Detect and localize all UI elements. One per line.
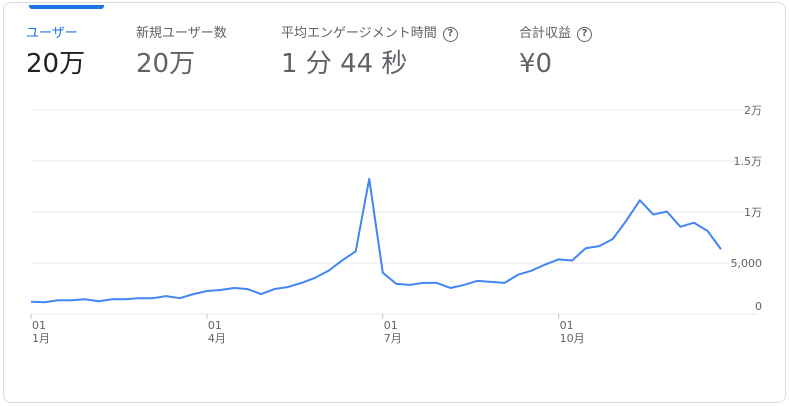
data-point[interactable]	[676, 223, 684, 231]
data-point[interactable]	[257, 290, 265, 298]
data-point[interactable]	[41, 298, 49, 306]
y-tick-label: 1万	[744, 206, 762, 219]
x-tick-day-label: 01	[560, 319, 574, 332]
data-point[interactable]	[54, 296, 62, 304]
data-point[interactable]	[609, 235, 617, 243]
data-point[interactable]	[622, 217, 630, 225]
metric-label: ユーザー	[26, 26, 78, 41]
data-point[interactable]	[514, 271, 522, 279]
data-point[interactable]	[649, 211, 657, 219]
data-point[interactable]	[406, 281, 414, 289]
data-point[interactable]	[27, 298, 35, 306]
data-point[interactable]	[703, 227, 711, 235]
data-point[interactable]	[446, 284, 454, 292]
active-tab-indicator	[29, 5, 104, 9]
data-point[interactable]	[352, 247, 360, 255]
data-point[interactable]	[176, 294, 184, 302]
data-point[interactable]	[298, 279, 306, 287]
data-point[interactable]	[568, 256, 576, 264]
x-tick-month-label: 4月	[208, 332, 226, 345]
x-tick-month-label: 1月	[32, 332, 50, 345]
data-point[interactable]	[122, 295, 130, 303]
data-point[interactable]	[473, 277, 481, 285]
data-point[interactable]	[338, 256, 346, 264]
x-tick-month-label: 7月	[384, 332, 402, 345]
data-point[interactable]	[325, 267, 333, 275]
data-point[interactable]	[541, 261, 549, 269]
metric-value: ¥0	[519, 49, 553, 79]
y-tick-label: 1.5万	[734, 155, 763, 168]
metric-label: 合計収益 ?	[519, 25, 593, 43]
metric-tab-total-revenue[interactable]: 合計収益 ? ¥0	[519, 25, 593, 81]
data-point[interactable]	[582, 244, 590, 252]
data-point[interactable]	[717, 245, 725, 253]
metric-tab-users[interactable]: ユーザー 20万	[26, 25, 85, 81]
metric-label: 平均エンゲージメント時間 ?	[281, 25, 458, 43]
data-point[interactable]	[68, 296, 76, 304]
metric-tab-new-users[interactable]: 新規ユーザー数 20万	[136, 25, 227, 81]
data-point[interactable]	[203, 287, 211, 295]
x-tick-day-label: 01	[32, 319, 46, 332]
metric-value: 20万	[136, 49, 196, 79]
data-point[interactable]	[135, 294, 143, 302]
data-point[interactable]	[230, 284, 238, 292]
data-point[interactable]	[487, 278, 495, 286]
data-point[interactable]	[243, 285, 251, 293]
help-icon[interactable]: ?	[442, 26, 458, 42]
data-point[interactable]	[365, 175, 373, 183]
overview-card: ユーザー 20万 新規ユーザー数 20万 平均エンゲージメント時間 ? 1 分 …	[3, 2, 786, 403]
data-point[interactable]	[419, 279, 427, 287]
y-tick-label: 2万	[744, 104, 762, 117]
data-point[interactable]	[284, 283, 292, 291]
data-point[interactable]	[433, 279, 441, 287]
data-point[interactable]	[81, 295, 89, 303]
data-point[interactable]	[528, 267, 536, 275]
data-point[interactable]	[555, 255, 563, 263]
y-tick-label: 5,000	[731, 257, 763, 270]
data-point[interactable]	[501, 279, 509, 287]
data-point[interactable]	[271, 285, 279, 293]
data-point[interactable]	[663, 207, 671, 215]
metric-value: 20万	[26, 49, 86, 79]
metric-tab-avg-engagement-time[interactable]: 平均エンゲージメント時間 ? 1 分 44 秒	[281, 25, 458, 81]
series-line-users	[30, 177, 722, 304]
data-point[interactable]	[95, 297, 103, 305]
data-point[interactable]	[595, 242, 603, 250]
data-point[interactable]	[460, 281, 468, 289]
data-point[interactable]	[311, 274, 319, 282]
data-point[interactable]	[636, 196, 644, 204]
help-icon[interactable]: ?	[577, 26, 593, 42]
data-point[interactable]	[162, 292, 170, 300]
metric-label: 新規ユーザー数	[136, 26, 227, 41]
metric-value: 1 分 44 秒	[281, 49, 408, 79]
y-tick-label: 0	[755, 300, 762, 313]
x-tick-day-label: 01	[208, 319, 222, 332]
data-point[interactable]	[108, 295, 116, 303]
data-point[interactable]	[149, 294, 157, 302]
data-point[interactable]	[690, 219, 698, 227]
data-point[interactable]	[379, 269, 387, 277]
data-point[interactable]	[392, 280, 400, 288]
data-point[interactable]	[216, 286, 224, 294]
x-tick-month-label: 10月	[560, 332, 585, 345]
x-tick-day-label: 01	[384, 319, 398, 332]
data-point[interactable]	[189, 290, 197, 298]
